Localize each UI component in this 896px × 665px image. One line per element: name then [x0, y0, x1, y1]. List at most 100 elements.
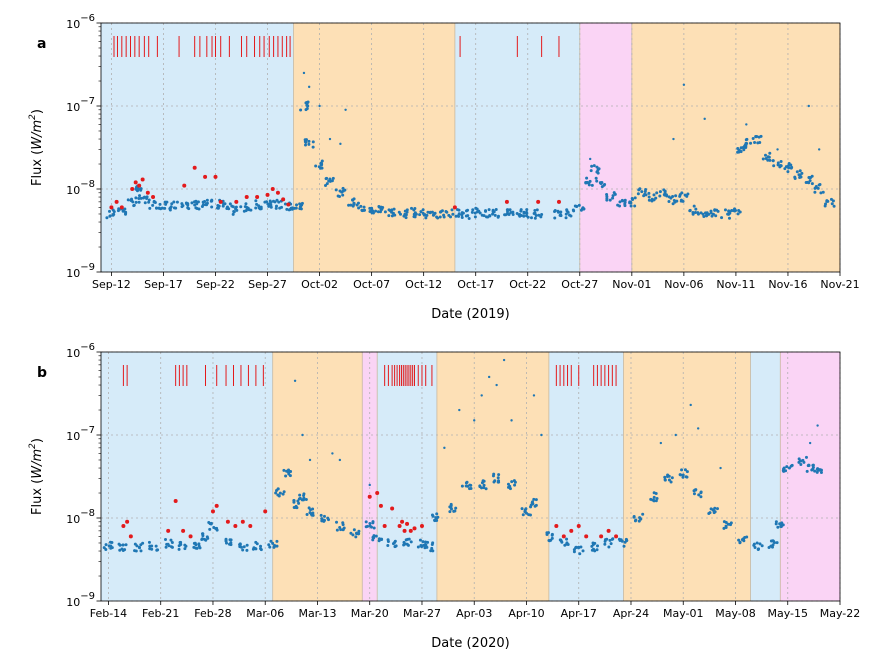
flux-point [790, 165, 794, 169]
flux-point [190, 201, 194, 205]
flux-point [196, 200, 200, 204]
flux-point [431, 514, 435, 518]
flux-point [431, 213, 435, 217]
flux-point [671, 202, 675, 206]
flare-point [121, 524, 126, 529]
flux-point [492, 472, 496, 476]
flux-point [368, 206, 372, 210]
x-tick-label: Oct-12 [405, 278, 442, 291]
flux-point [456, 208, 460, 212]
flux-point [454, 506, 458, 510]
flare-point [584, 534, 589, 539]
flux-point [590, 164, 594, 168]
flux-point [815, 470, 819, 474]
flux-point [249, 208, 253, 212]
flux-point [283, 202, 287, 206]
flux-point [216, 206, 220, 210]
flux-spike-point [659, 441, 663, 445]
flux-point [183, 547, 187, 551]
flare-point [408, 528, 413, 533]
flux-point [435, 512, 439, 516]
x-tick-label: Feb-14 [90, 607, 127, 620]
flux-point [386, 539, 390, 543]
flux-point [702, 215, 706, 219]
flux-point [175, 200, 179, 204]
flux-point [603, 183, 607, 187]
flux-spike-point [487, 375, 491, 379]
y-tick-label: 10−9 [66, 262, 95, 280]
flux-point [421, 540, 425, 544]
flux-point [574, 545, 578, 549]
flux-spike-point [816, 424, 819, 427]
flux-point [391, 542, 395, 546]
flux-point [380, 207, 384, 211]
flux-point [368, 209, 372, 213]
flux-point [232, 210, 236, 214]
y-tick-label: 10−6 [66, 13, 95, 31]
flux-point [663, 478, 667, 482]
flare-point [181, 528, 186, 533]
flux-point [577, 546, 581, 550]
flux-point [565, 208, 569, 212]
flux-point [726, 522, 730, 526]
flux-point [330, 179, 334, 183]
flux-point [603, 539, 607, 543]
flux-point [744, 144, 748, 148]
flux-point [335, 528, 339, 532]
flux-point [506, 210, 510, 214]
flux-point [474, 206, 478, 210]
flare-point [255, 195, 260, 200]
flux-point [511, 210, 515, 214]
flux-point [370, 210, 374, 214]
flux-point [148, 544, 152, 548]
flux-point [164, 202, 168, 206]
flux-point [155, 206, 159, 210]
flux-point [692, 492, 696, 496]
x-tick-label: Nov-06 [664, 278, 703, 291]
x-tick-label: Sep-22 [196, 278, 235, 291]
flux-point [229, 541, 233, 545]
flux-point [245, 207, 249, 211]
flare-point [145, 190, 150, 195]
flux-point [464, 209, 468, 213]
flux-point [349, 531, 353, 535]
flux-point [163, 206, 167, 210]
flux-point [228, 202, 232, 206]
flux-point [109, 546, 113, 550]
flux-point [134, 196, 138, 200]
flux-point [129, 198, 133, 202]
flux-point [503, 213, 507, 217]
flux-spike-point [719, 466, 722, 470]
flux-point [808, 176, 812, 180]
flare-point [234, 199, 239, 204]
flux-point [274, 491, 278, 495]
flux-point [766, 158, 770, 162]
flux-point [607, 545, 611, 549]
flux-point [453, 509, 457, 513]
x-axis-label: Date (2020) [431, 636, 509, 651]
flux-point [603, 542, 607, 546]
flux-point [419, 543, 423, 547]
flux-point [245, 548, 249, 552]
flux-point [276, 487, 280, 491]
flux-point [147, 198, 151, 202]
flux-point [736, 212, 740, 216]
flux-point [631, 198, 635, 202]
flux-point [610, 537, 614, 541]
flux-spike-point [540, 433, 543, 437]
flux-point [278, 206, 282, 210]
flux-point [473, 211, 477, 215]
flux-point [729, 523, 733, 527]
flux-point [193, 203, 197, 207]
flux-point [680, 191, 684, 195]
flux-point [643, 192, 647, 196]
x-tick-label: Sep-12 [92, 278, 131, 291]
flux-point [426, 540, 430, 544]
flux-point [755, 134, 759, 138]
flux-point [644, 187, 648, 191]
flux-point [608, 198, 612, 202]
flux-point [306, 100, 310, 104]
flux-point [158, 202, 162, 206]
flux-point [341, 189, 345, 193]
